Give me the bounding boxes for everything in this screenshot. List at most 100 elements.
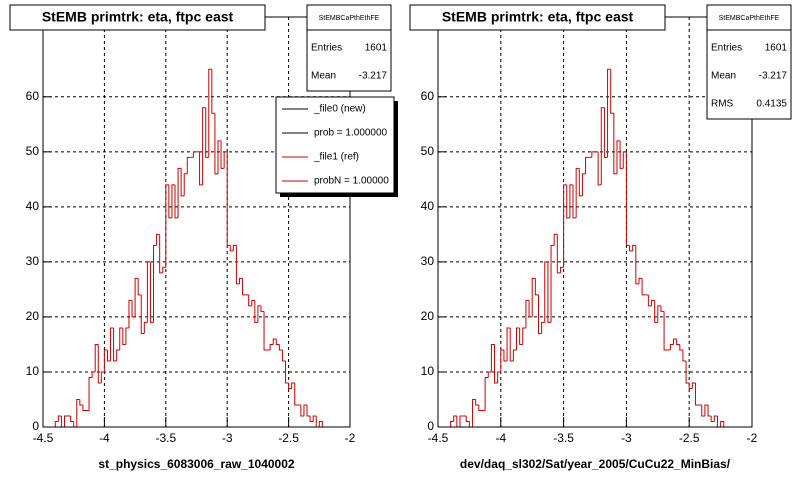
x-tick-label: -4.5 [33,431,54,445]
histogram-bin [70,415,74,422]
histogram-bin [205,107,209,158]
histogram-bin [556,234,561,274]
histogram-bin [575,167,580,218]
histogram-bin [125,327,129,345]
y-tick-label: 60 [26,89,40,103]
stats-title: StEMBCaPthEthFE [319,15,380,22]
x-tick-label: -3 [222,431,233,445]
histogram-bin [475,399,479,406]
histogram-bin [214,113,218,175]
histogram-bin [682,349,687,362]
histogram-bin [701,404,705,417]
histogram-bin [478,404,482,411]
y-tick-label: 20 [421,309,435,323]
histogram-bin [82,404,86,411]
histogram-bin [128,299,133,328]
histogram-bin [171,184,176,218]
plot-frame [437,16,753,428]
histogram-bin [309,415,314,422]
histogram-bin [113,327,117,362]
histogram-bin [116,349,120,361]
histogram-bin [563,184,567,268]
histogram-bin [544,261,548,323]
histogram-bin [622,151,627,169]
stats-value: 0.4135 [756,99,787,110]
histogram-bin [472,398,476,427]
histogram-bin [450,420,454,427]
histogram-bin [534,278,539,296]
histogram-bin [177,167,182,218]
histogram-bin [134,277,139,317]
histogram-bin [691,382,696,389]
histogram-bin [180,168,185,197]
histogram-bin [232,244,237,251]
title-box [409,4,666,31]
histogram-bin [88,376,93,411]
stats-box [306,4,392,92]
histogram-bin [607,68,611,158]
x-tick-label: -3.5 [155,431,176,445]
histogram-bin [97,344,102,384]
stats-title: StEMBCaPthEthFE [719,15,780,22]
histogram-bin [103,349,108,372]
histogram-bin [503,349,508,362]
histogram-bin [220,140,225,169]
x-tick-label: -2.5 [679,431,700,445]
stats-label: Mean [711,71,736,82]
histogram-bin [269,343,274,350]
histogram-bin [459,415,464,427]
histogram-bin [278,344,283,351]
histogram-bin [676,338,680,345]
histogram-bin [497,371,501,383]
histogram-bin [137,278,142,296]
histogram-bin [669,343,674,350]
histogram-bin [119,327,123,350]
histogram-bin [131,300,136,318]
histogram-bin [235,245,240,285]
histogram-bin [202,107,206,185]
histogram-bin [156,233,160,246]
histogram-bin [516,327,520,350]
histogram-bin [57,415,62,422]
histogram-bin [153,244,157,323]
histogram-bin [272,338,277,345]
histogram-bin [685,360,690,384]
stats-label: Entries [711,43,742,54]
x-tick-label: -4 [495,431,506,445]
chart-title: StEMB primtrk: eta, ftpc east [42,9,234,25]
histogram-bin [500,349,504,372]
y-tick-label: 0 [32,419,39,433]
histogram-bin [63,415,68,427]
histogram-bin [657,305,661,323]
y-tick-label: 0 [427,419,434,433]
histogram-bin [94,343,99,372]
histogram-bin [260,305,265,312]
histogram-bin [487,371,492,378]
histogram-bin [506,327,511,361]
histogram-bin [263,311,268,351]
histogram-bin [91,371,96,378]
histogram-bin [54,420,59,427]
y-tick-label: 60 [421,89,435,103]
x-tick-label: -4 [99,431,110,445]
histogram-bin [76,398,80,427]
histogram-bin [242,278,246,296]
histogram-bin [238,277,243,284]
histogram-bin [525,299,530,328]
histogram-bin [512,349,517,361]
legend-box [275,96,395,194]
histogram-bin [597,151,602,186]
histogram-bin [541,321,545,334]
histogram-bin [122,327,126,345]
histogram-bin [578,168,583,197]
histogram-bin [710,415,715,422]
histogram-bin [509,327,514,362]
title-box [9,4,266,31]
x-tick-label: -2 [747,431,758,445]
histogram-bin [288,382,292,389]
histogram-bin [713,415,718,422]
histogram-bin [159,234,163,274]
x-tick-label: -4.5 [428,431,449,445]
histogram-bin [559,266,564,273]
